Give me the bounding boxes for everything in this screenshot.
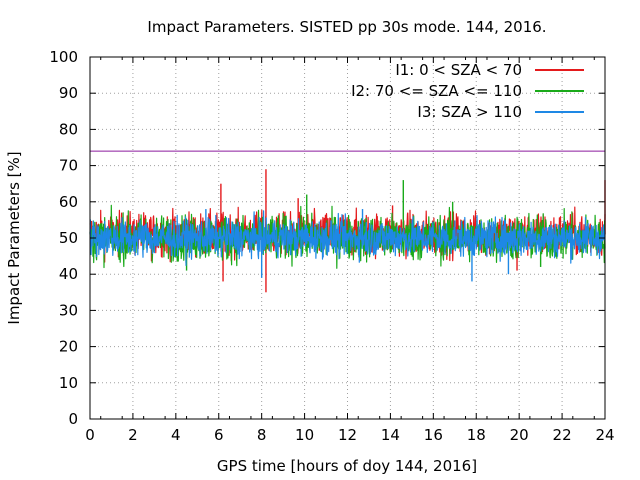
- y-axis-label: Impact Parameters [%]: [5, 151, 23, 324]
- y-tick-label: 30: [59, 301, 78, 319]
- chart-title: Impact Parameters. SISTED pp 30s mode. 1…: [147, 18, 546, 36]
- y-tick-label: 40: [59, 265, 78, 283]
- x-tick-label: 4: [171, 426, 181, 444]
- series-3: [89, 209, 606, 282]
- y-tick-label: 90: [59, 84, 78, 102]
- series-3-line: [89, 210, 606, 266]
- x-tick-label: 20: [510, 426, 529, 444]
- y-tick-label: 60: [59, 193, 78, 211]
- y-tick-label: 20: [59, 338, 78, 356]
- y-tick-label: 10: [59, 374, 78, 392]
- x-tick-label: 24: [595, 426, 614, 444]
- x-tick-label: 6: [214, 426, 224, 444]
- y-tick-label: 100: [49, 48, 78, 66]
- x-tick-label: 8: [257, 426, 267, 444]
- x-tick-label: 14: [381, 426, 400, 444]
- y-tick-label: 0: [68, 410, 78, 428]
- x-tick-label: 16: [424, 426, 443, 444]
- y-tick-label: 70: [59, 157, 78, 175]
- x-tick-label: 22: [553, 426, 572, 444]
- y-tick-label: 80: [59, 120, 78, 138]
- x-tick-label: 10: [295, 426, 314, 444]
- legend-label-3: I3: SZA > 110: [417, 103, 522, 121]
- legend-label-2: I2: 70 <= SZA <= 110: [351, 82, 522, 100]
- x-tick-label: 2: [128, 426, 138, 444]
- x-axis-label: GPS time [hours of doy 144, 2016]: [217, 457, 477, 475]
- x-tick-label: 0: [85, 426, 95, 444]
- legend-label-1: I1: 0 < SZA < 70: [395, 61, 522, 79]
- legend: I1: 0 < SZA < 70 I2: 70 <= SZA <= 110 I3: …: [351, 61, 584, 121]
- series-layer: [89, 169, 606, 293]
- x-tick-label: 18: [467, 426, 486, 444]
- x-tick-label: 12: [338, 426, 357, 444]
- y-tick-label: 50: [59, 229, 78, 247]
